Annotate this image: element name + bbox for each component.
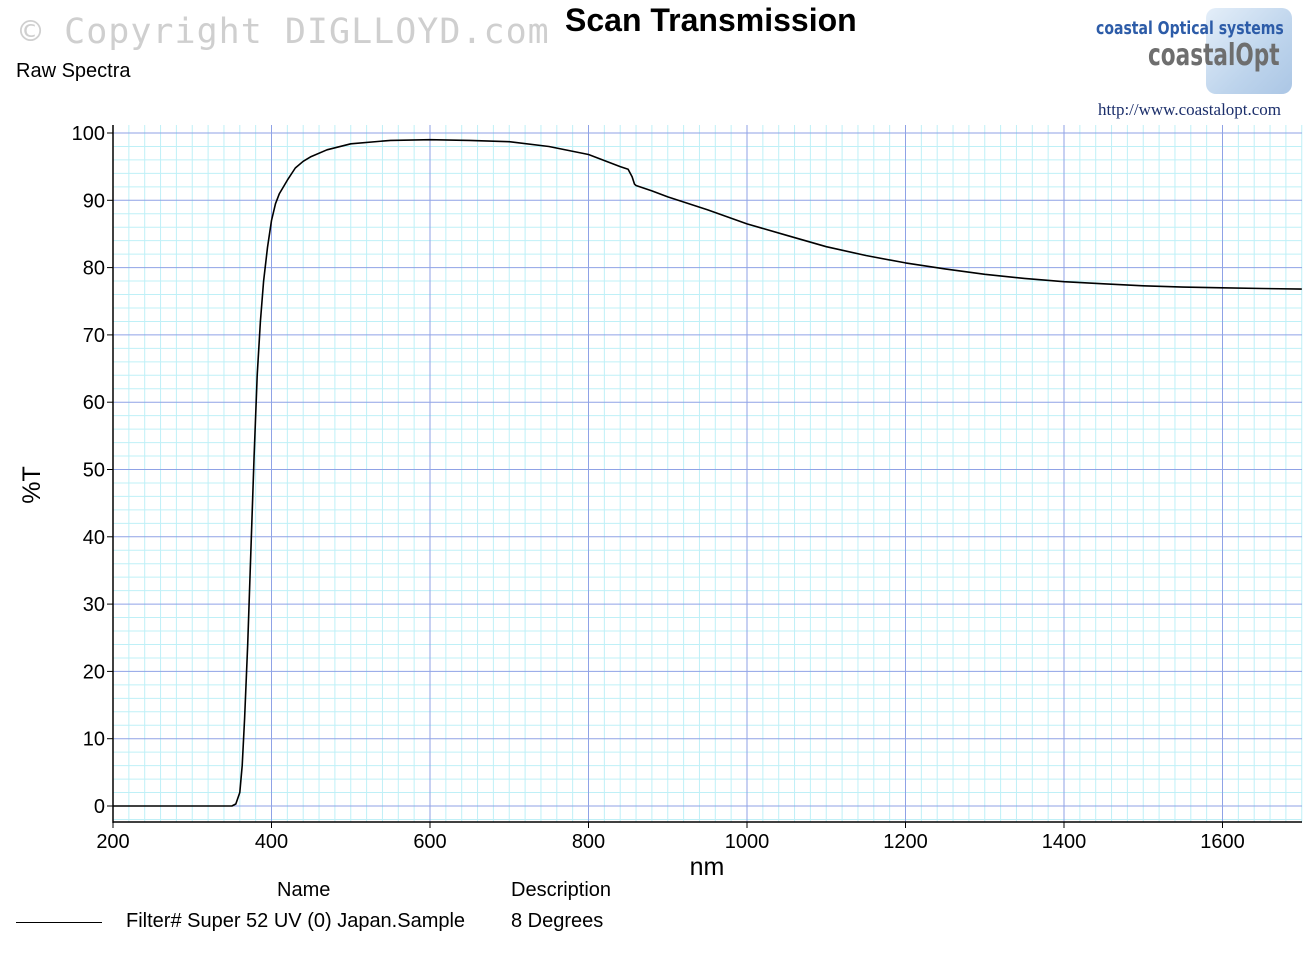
y-axis-label: %T [18, 466, 46, 504]
logo-badge [1206, 8, 1292, 94]
logo-url: http://www.coastalopt.com [1098, 100, 1282, 119]
x-tick-label: 1400 [1042, 831, 1087, 853]
x-tick-label: 200 [96, 831, 129, 853]
x-tick-label: 1200 [883, 831, 928, 853]
logo-wordmark: coastalOpt [1148, 38, 1280, 73]
x-axis-label: nm [690, 853, 725, 881]
minor-grid [113, 125, 1303, 822]
copyright-watermark: © Copyright DIGLLOYD.com [20, 12, 550, 52]
x-tick-label: 600 [413, 831, 446, 853]
major-grid [112, 125, 1302, 822]
y-tick-label: 0 [94, 796, 105, 818]
legend-name-header: Name [277, 879, 331, 901]
series-line-0 [113, 138, 1302, 807]
y-tick-label: 100 [72, 123, 105, 145]
y-tick-label: 10 [83, 729, 105, 751]
x-tick-label: 1000 [725, 831, 770, 853]
y-tick-label: 70 [83, 325, 105, 347]
series-group [113, 138, 1302, 807]
y-tick-label: 40 [83, 527, 105, 549]
axes [107, 125, 1302, 828]
x-tick-label: 1600 [1200, 831, 1245, 853]
chart-title: Scan Transmission [565, 2, 857, 38]
x-tick-label: 800 [572, 831, 605, 853]
logo-company-name: coastal Optical systems [1096, 18, 1284, 39]
y-tick-label: 30 [83, 594, 105, 616]
legend-entry-description: 8 Degrees [511, 910, 604, 932]
coastal-optical-logo: coastal Optical systems coastalOpt [1092, 8, 1292, 100]
legend-line-swatch [16, 922, 102, 923]
legend-entry-name: Filter# Super 52 UV (0) Japan.Sample [126, 910, 466, 932]
legend-description-header: Description [511, 879, 612, 901]
x-tick-label: 400 [255, 831, 288, 853]
y-tick-label: 90 [83, 190, 105, 212]
y-tick-label: 50 [83, 460, 105, 482]
y-tick-label: 20 [83, 661, 105, 683]
chart-subtitle: Raw Spectra [16, 60, 131, 82]
y-tick-label: 60 [83, 392, 105, 414]
tick-labels: 0 10 20 30 40 50 60 70 80 90 100 200 400 600 800 1000 12… [72, 123, 1245, 853]
y-tick-label: 80 [83, 258, 105, 280]
